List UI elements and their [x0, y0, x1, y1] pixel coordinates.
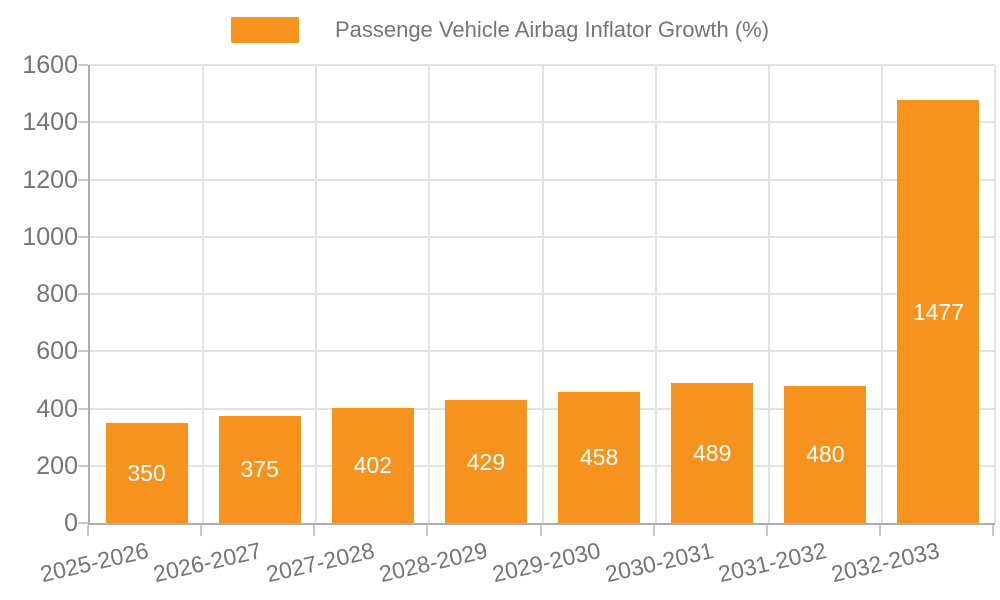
x-axis-tick-label: 2031-2032	[716, 537, 830, 588]
bar-value-label: 402	[353, 452, 392, 479]
bar-value-label: 480	[806, 441, 845, 468]
bar-value-label: 429	[466, 448, 506, 475]
y-axis-tick-label: 400	[36, 394, 78, 423]
y-axis-tick	[78, 178, 88, 181]
v-gridline	[315, 65, 318, 523]
x-axis-tick	[426, 525, 429, 536]
x-axis-tick-label: 2025-2026	[37, 537, 151, 588]
v-gridline	[767, 65, 770, 523]
bar-value-label: 1477	[912, 298, 965, 325]
bar-2030-2031[interactable]: 489	[671, 383, 754, 523]
y-axis-tick	[78, 350, 88, 353]
v-gridline	[994, 65, 996, 523]
y-axis-tick	[78, 293, 88, 295]
legend-item[interactable]: Passenge Vehicle Airbag Inflator Growth …	[230, 15, 770, 45]
bar-2029-2030[interactable]: 458	[558, 391, 641, 523]
x-axis-tick	[992, 525, 994, 536]
bar-value-label: 350	[127, 459, 166, 486]
x-axis-tick-label: 2032-2033	[829, 537, 943, 588]
x-axis-tick	[87, 525, 89, 536]
bar-value-label: 489	[693, 440, 732, 467]
legend-label: Passenge Vehicle Airbag Inflator Growth …	[334, 17, 770, 42]
bar-value-label: 458	[579, 444, 619, 471]
v-gridline	[880, 65, 883, 523]
y-axis-tick-label: 0	[64, 509, 78, 537]
bar-2031-2032[interactable]: 480	[784, 385, 867, 523]
y-axis-tick-label: 1200	[22, 165, 78, 194]
y-axis-tick	[78, 121, 88, 124]
y-axis-tick-label: 800	[36, 280, 78, 308]
x-axis-tick-label: 2029-2030	[489, 537, 603, 588]
y-axis-tick-label: 1400	[22, 108, 78, 137]
x-axis-tick	[539, 525, 542, 536]
x-axis-tick	[313, 525, 316, 536]
x-axis-tick	[878, 525, 881, 536]
y-axis-tick-label: 1000	[22, 222, 78, 251]
v-gridline	[541, 65, 544, 523]
x-axis-tick	[652, 525, 655, 536]
y-axis-tick	[78, 522, 88, 524]
x-axis-tick-label: 2026-2027	[150, 537, 264, 588]
bar-2028-2029[interactable]: 429	[444, 400, 527, 523]
y-axis-tick	[78, 64, 88, 66]
plot-area: 350 375 402 429 458 489 480 1477	[88, 64, 996, 525]
x-axis-tick-label: 2027-2028	[263, 537, 377, 588]
y-axis-tick-label: 600	[36, 337, 78, 366]
v-gridline	[654, 65, 657, 523]
x-axis-tick-label: 2030-2031	[603, 537, 717, 588]
bar-2026-2027[interactable]: 375	[218, 415, 301, 523]
v-gridline	[202, 65, 205, 523]
bar-2027-2028[interactable]: 402	[331, 407, 414, 523]
bar-value-label: 375	[240, 456, 279, 483]
y-axis-tick-label: 1600	[22, 51, 78, 79]
y-axis-tick	[78, 464, 88, 467]
y-axis-tick	[78, 235, 88, 238]
y-axis-tick-label: 200	[36, 451, 78, 480]
legend-swatch-icon	[230, 17, 299, 43]
x-axis-tick	[765, 525, 768, 536]
x-axis-tick	[200, 525, 203, 536]
v-gridline	[428, 65, 431, 523]
legend: Passenge Vehicle Airbag Inflator Growth …	[0, 15, 1000, 45]
x-axis-tick-label: 2028-2029	[376, 537, 490, 588]
bar-2032-2033[interactable]: 1477	[897, 100, 980, 523]
y-axis-tick	[78, 407, 88, 410]
bar-2025-2026[interactable]: 350	[105, 422, 188, 523]
